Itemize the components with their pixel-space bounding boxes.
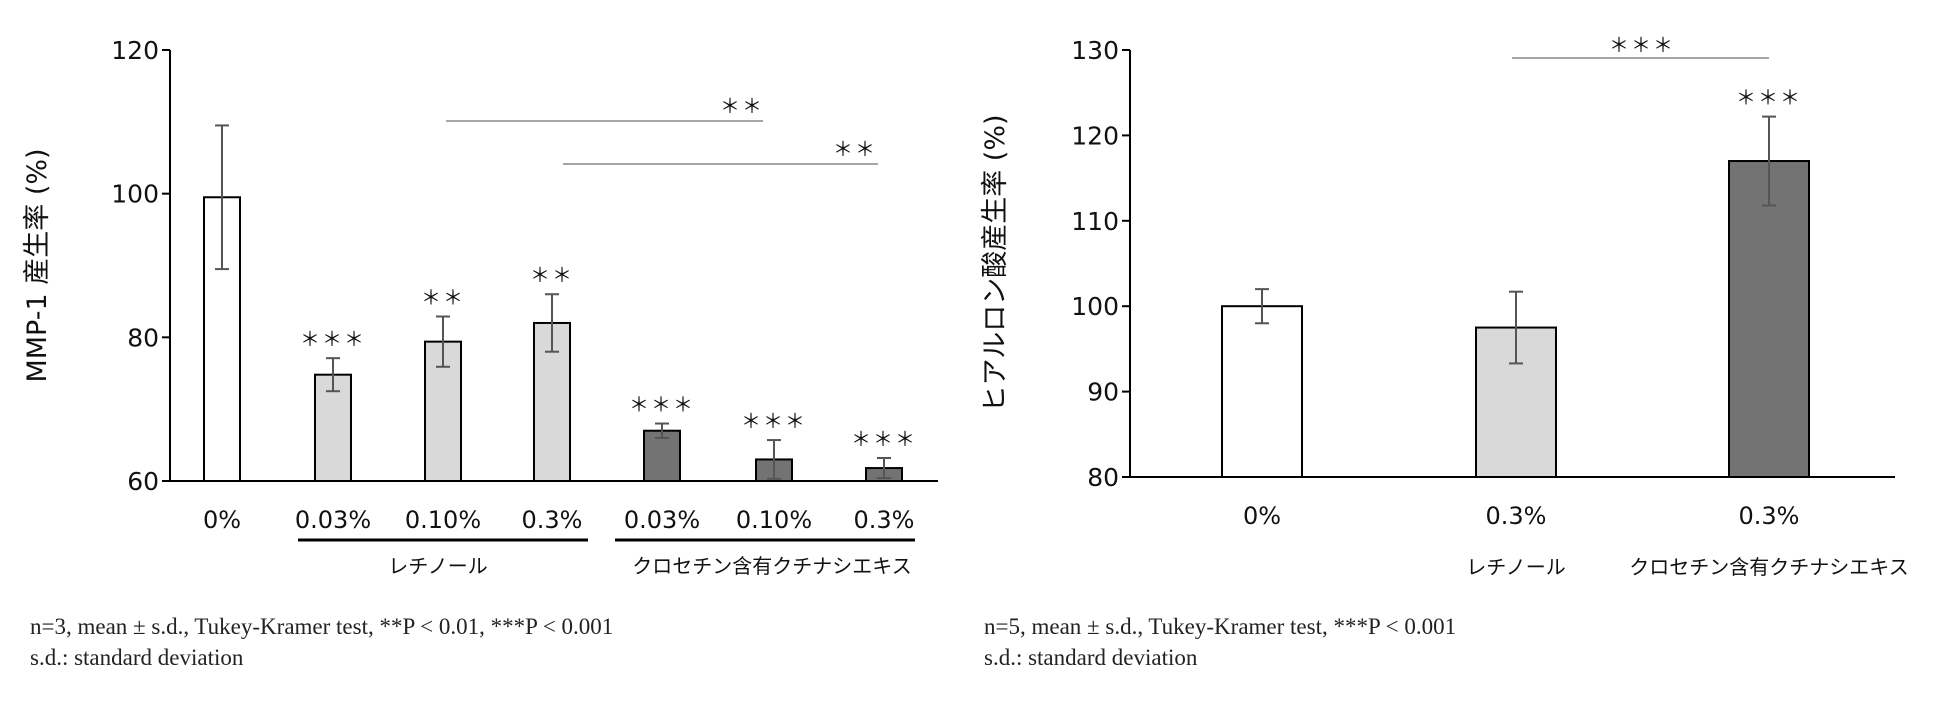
significance-mark: ＊＊ [421,286,465,310]
bar [643,429,681,483]
category-label: 0.03% [624,506,700,534]
bar [1221,305,1303,479]
group-label: クロセチン含有クチナシエキス [1629,555,1908,579]
category-label: 0% [1243,502,1281,530]
comparison-mark: ＊＊ [720,94,764,118]
y-tick-label: 120 [111,36,159,65]
category-label: 0.3% [1486,502,1547,530]
significance-mark: ＊＊ [530,263,574,287]
category-label: 0% [203,506,241,534]
bar [1728,160,1810,479]
right-note-stats: n=5, mean ± s.d., Tukey-Kramer test, ***… [984,614,1457,639]
left-note-sd: s.d.: standard deviation [30,645,244,670]
category-label: 0.3% [522,506,583,534]
y-axis-label: MMP-1 産生率 (%) [22,148,53,382]
bar [314,373,352,483]
category-label: 0.3% [1739,502,1800,530]
y-tick-label: 90 [1087,378,1119,407]
group-label: レチノール [388,554,487,578]
y-tick-label: 120 [1071,121,1119,150]
significance-mark: ＊＊＊ [629,393,695,417]
category-label: 0.03% [295,506,371,534]
right-note-sd: s.d.: standard deviation [984,645,1198,670]
significance-mark: ＊＊＊ [300,327,366,351]
comparison-mark: ＊＊ [833,137,877,161]
significance-mark: ＊＊＊ [1736,86,1802,110]
category-label: 0.3% [854,506,915,534]
significance-mark: ＊＊＊ [851,427,917,451]
group-label: レチノール [1466,555,1565,579]
y-tick-label: 80 [1087,463,1119,492]
group-label: クロセチン含有クチナシエキス [632,554,911,578]
category-label: 0.10% [736,506,812,534]
y-tick-label: 130 [1071,36,1119,65]
y-tick-label: 110 [1071,207,1119,236]
left-note-stats: n=3, mean ± s.d., Tukey-Kramer test, **P… [30,614,614,639]
y-tick-label: 80 [127,323,159,352]
comparison-mark: ＊＊＊ [1609,33,1675,57]
y-axis-label: ヒアルロン酸産生率 (%) [980,114,1011,412]
y-tick-label: 60 [127,467,159,496]
y-tick-label: 100 [111,180,159,209]
significance-mark: ＊＊＊ [741,409,807,433]
category-label: 0.10% [405,506,481,534]
y-tick-label: 100 [1071,292,1119,321]
